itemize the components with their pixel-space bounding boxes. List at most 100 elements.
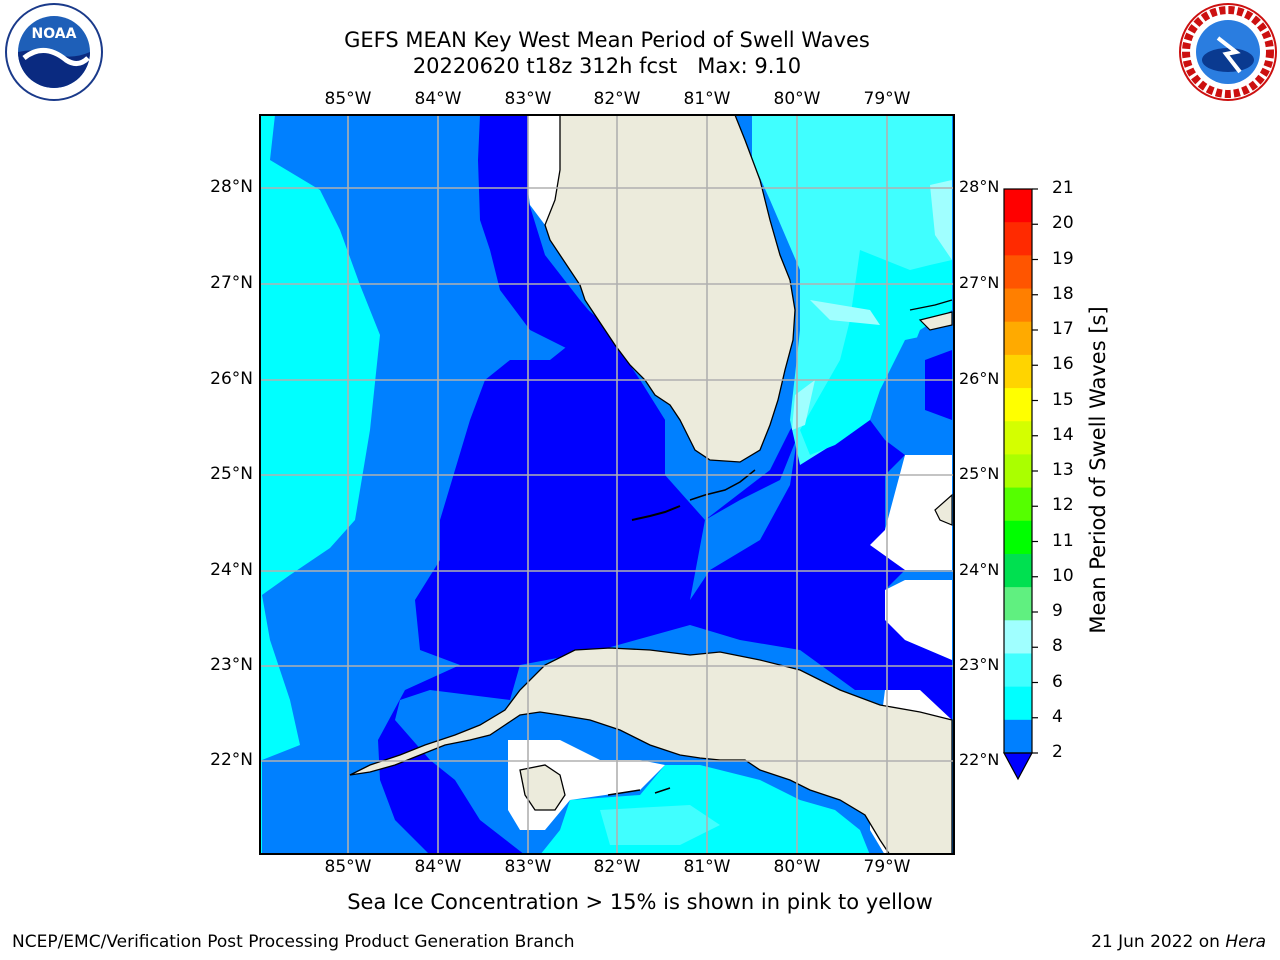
lat-label-right: 22°N [959,750,1000,769]
lon-label-top: 79°W [863,89,911,109]
colorbar-segment [1004,653,1032,688]
lat-label-right: 25°N [959,464,1000,483]
colorbar-segment [1004,520,1032,555]
colorbar-tick-label: 21 [1052,178,1074,198]
ocean-pale-region-east [752,115,952,465]
colorbar-tick-label: 11 [1052,530,1074,551]
lon-label-bottom: 84°W [414,857,462,877]
florida-keys [689,469,756,501]
southern-cays [607,787,671,796]
colorbar-tick-label: 10 [1052,565,1074,586]
sea-ice-note: Sea Ice Concentration > 15% is shown in … [347,890,933,914]
lat-label-left: 28°N [210,177,253,197]
lon-label-bottom: 83°W [504,857,552,877]
missing-area-east [870,455,952,570]
missing-area-north [528,115,560,225]
cuba-land [349,647,953,854]
colorbar-tick-label: 2 [1052,742,1063,762]
lat-label-right: 27°N [959,273,1000,292]
colorbar-tick-label: 19 [1052,248,1074,269]
lon-label-top: 82°W [593,89,641,109]
colorbar-segment [1004,553,1032,588]
colorbar [1002,188,1038,781]
ocean-palest-patch [810,300,880,325]
ocean-light-region-west [260,115,380,854]
noaa-logo: NOAA [5,3,103,101]
lon-label-top: 81°W [683,89,731,109]
colorbar-label: Mean Period of Swell Waves [s] [1086,306,1110,634]
ocean-deep-region-south [378,665,524,854]
colorbar-tick-label: 16 [1052,354,1074,375]
florida-land [544,115,796,463]
footer-date-text: 21 Jun 2022 on [1091,932,1226,952]
colorbar-segment [1004,454,1032,489]
colorbar-segment [1004,222,1032,256]
footer-credit: NCEP/EMC/Verification Post Processing Pr… [12,932,575,952]
ocean-deep-patch-east [830,590,885,660]
map-gridlines [260,115,954,854]
lon-label-top: 80°W [773,89,821,109]
lat-label-left: 27°N [210,273,253,293]
colorbar-tick-label: 18 [1052,283,1074,304]
lat-label-left: 26°N [210,369,253,389]
colorbar-tick-label: 20 [1052,213,1074,234]
ocean-deep-region [478,115,952,720]
lat-label-right: 23°N [959,655,1000,674]
lon-label-bottom: 81°W [683,857,731,877]
colorbar-segment [1004,686,1032,721]
colorbar-segment [1004,354,1032,389]
lon-label-top: 84°W [414,89,462,109]
lat-label-right: 26°N [959,369,1000,388]
colorbar-segment [1004,487,1032,522]
andros-land [934,493,953,526]
ocean-deep-patch-bahamas [925,350,952,420]
colorbar-segment [1004,421,1032,455]
lat-label-left: 23°N [210,655,253,675]
map-field [260,115,954,854]
bahamas-land [918,311,953,331]
colorbar-segment [1004,255,1032,290]
colorbar-segment [1004,321,1032,356]
national-weather-service-logo [1179,3,1277,101]
lat-label-right: 24°N [959,560,1000,579]
colorbar-tick-label: 15 [1052,389,1074,410]
colorbar-tick-label: 14 [1052,424,1074,445]
lat-label-right: 28°N [959,177,1000,196]
missing-area-east-2 [885,580,952,660]
colorbar-segment [1004,620,1032,654]
footer-host: Hera [1225,932,1266,952]
lon-label-bottom: 79°W [863,857,911,877]
chart-title: GEFS MEAN Key West Mean Period of Swell … [344,28,870,52]
chart-subtitle: 20220620 t18z 312h fcst Max: 9.10 [412,54,802,78]
lower-keys [631,505,681,521]
colorbar-segment [1004,189,1032,223]
lon-label-bottom: 82°W [593,857,641,877]
colorbar-tick-label: 9 [1052,601,1063,621]
colorbar-tick-label: 8 [1052,636,1063,657]
colorbar-segment [1004,719,1032,754]
lat-label-left: 22°N [210,750,253,770]
lon-label-top: 85°W [324,89,372,109]
lon-label-bottom: 80°W [773,857,821,877]
lon-label-top: 83°W [504,89,552,109]
lat-label-left: 24°N [210,560,253,580]
colorbar-segment [1004,288,1032,323]
ocean-pale-patch-south [600,805,720,845]
lon-label-bottom: 85°W [324,857,372,877]
colorbar-tick-label: 17 [1052,319,1074,339]
colorbar-tick-label: 6 [1052,671,1063,692]
colorbar-tick-label: 12 [1052,495,1074,516]
colorbar-tick-label: 4 [1052,706,1063,727]
ocean-deep-region-gulf [415,260,705,665]
map-frame [259,114,955,855]
ocean-light-region-sw-edge [262,595,300,760]
lat-label-left: 25°N [210,464,253,484]
ocean-light-region-east [800,250,952,455]
svg-text:NOAA: NOAA [32,26,77,42]
colorbar-segment [1004,388,1032,422]
isla-de-la-juventud [519,764,566,811]
ocean-palest-patch-ne [930,180,952,260]
colorbar-segment [1004,587,1032,621]
footer-date: 21 Jun 2022 on Hera [1091,932,1266,952]
